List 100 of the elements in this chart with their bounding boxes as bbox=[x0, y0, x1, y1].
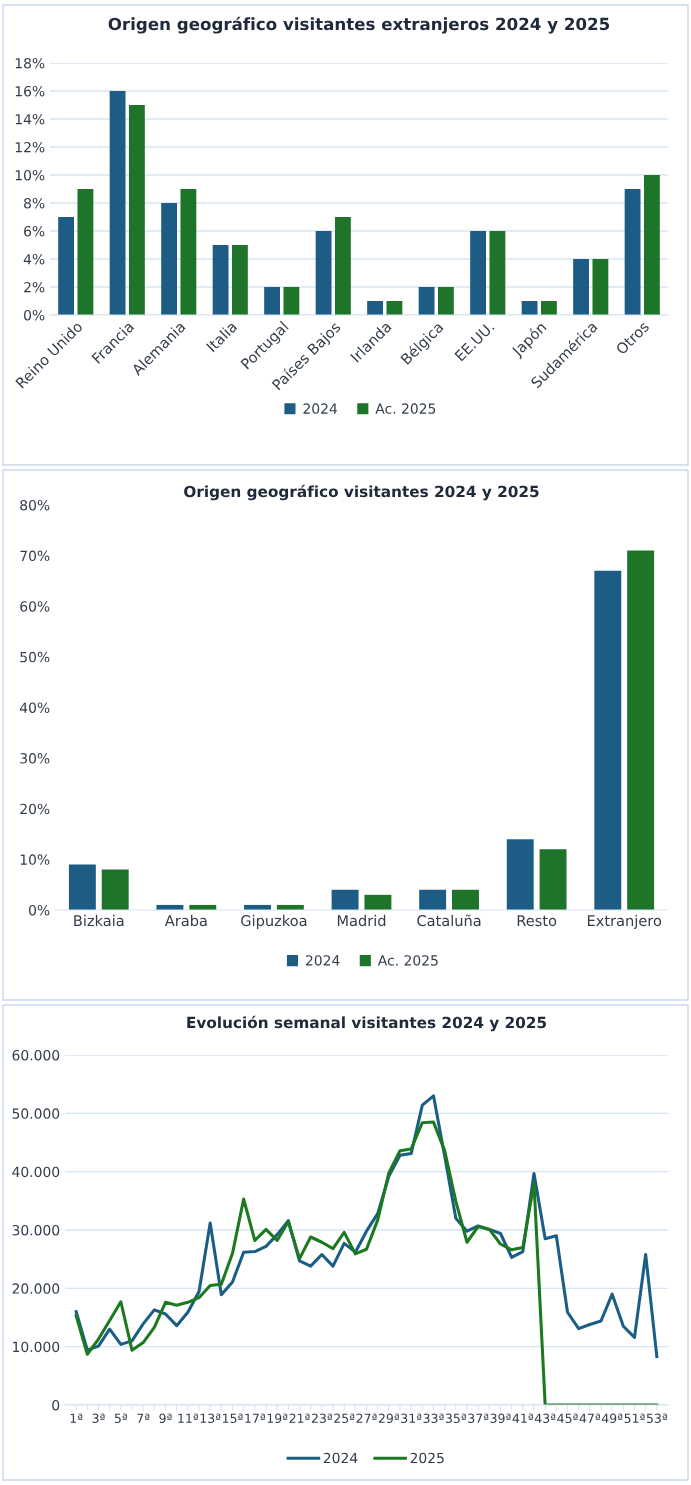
x-tick-label: 39ª bbox=[490, 1413, 511, 1424]
line-series bbox=[74, 1120, 659, 1405]
x-tick-label: 43ª bbox=[534, 1413, 556, 1424]
y-tick-label: 4% bbox=[23, 253, 45, 265]
bar bbox=[331, 889, 359, 910]
x-tick-label: 47ª bbox=[579, 1413, 600, 1423]
x-tick-label: 51ª bbox=[624, 1413, 645, 1424]
bar bbox=[594, 570, 622, 910]
bar bbox=[489, 231, 506, 315]
bar bbox=[58, 217, 75, 315]
bar bbox=[624, 189, 641, 315]
y-tick-label: 30% bbox=[20, 753, 50, 764]
x-tick-label: 27ª bbox=[356, 1413, 377, 1423]
bar bbox=[506, 839, 534, 910]
y-tick-label: 40.000 bbox=[12, 1166, 60, 1178]
bar bbox=[68, 864, 96, 910]
x-tick-label: 9ª bbox=[159, 1413, 172, 1424]
y-tick-label: 70% bbox=[20, 550, 50, 562]
legend-label: Ac. 2025 bbox=[375, 403, 436, 414]
bar bbox=[452, 889, 479, 910]
y-tick-label: 80% bbox=[20, 499, 50, 511]
bar bbox=[627, 550, 655, 910]
legend-label: 2024 bbox=[305, 955, 340, 966]
x-tick-label: 29ª bbox=[378, 1413, 399, 1424]
y-tick-label: 18% bbox=[15, 57, 45, 69]
bar bbox=[418, 287, 435, 315]
bar bbox=[109, 91, 126, 315]
bar bbox=[334, 217, 351, 315]
legend-label: 2025 bbox=[410, 1452, 444, 1464]
x-tick-label: Cataluña bbox=[417, 914, 481, 927]
x-tick-label: 53ª bbox=[646, 1413, 667, 1424]
bar bbox=[470, 231, 487, 315]
legend-label: 2024 bbox=[323, 1452, 358, 1464]
x-tick-label: 3ª bbox=[92, 1413, 105, 1424]
y-tick-label: 0% bbox=[29, 904, 50, 916]
bar bbox=[437, 287, 454, 315]
x-tick-label: 41ª bbox=[512, 1413, 533, 1423]
y-tick-label: 40% bbox=[19, 702, 50, 713]
x-tick-label: 7ª bbox=[137, 1413, 150, 1423]
x-tick-label: 25ª bbox=[334, 1413, 355, 1424]
bar bbox=[386, 301, 403, 315]
x-tick-label: 35ª bbox=[445, 1413, 466, 1424]
x-tick-label: 13ª bbox=[200, 1413, 221, 1424]
chart-title: Evolución semanal visitantes 2024 y 2025 bbox=[187, 1015, 547, 1032]
bar bbox=[161, 203, 178, 315]
x-tick-label: 5ª bbox=[114, 1413, 127, 1424]
y-tick-label: 0 bbox=[52, 1399, 60, 1411]
legend-label: Ac. 2025 bbox=[377, 955, 438, 966]
bar bbox=[212, 245, 229, 315]
bar bbox=[264, 287, 281, 315]
y-tick-label: 2% bbox=[24, 281, 45, 293]
y-tick-label: 14% bbox=[15, 113, 45, 125]
y-tick-label: 50.000 bbox=[12, 1108, 60, 1119]
x-tick-label: 19ª bbox=[267, 1413, 288, 1424]
chart-title: Origen geográfico visitantes 2024 y 2025 bbox=[184, 484, 539, 501]
bar bbox=[419, 889, 447, 910]
bar bbox=[364, 894, 392, 910]
x-tick-label: 37ª bbox=[468, 1413, 489, 1424]
x-tick-label: 31ª bbox=[401, 1413, 422, 1424]
x-tick-label: 1ª bbox=[70, 1413, 83, 1423]
x-tick-label: 21ª bbox=[289, 1413, 310, 1423]
x-tick-label: 33ª bbox=[423, 1413, 444, 1424]
x-tick-label: Gipuzkoa bbox=[241, 914, 307, 929]
x-tick-label: Araba bbox=[164, 914, 207, 927]
bar bbox=[315, 231, 332, 315]
x-tick-label: 11ª bbox=[178, 1413, 198, 1423]
x-tick-label: 17ª bbox=[245, 1413, 265, 1423]
x-tick-label: 15ª bbox=[222, 1413, 243, 1424]
y-tick-label: 10% bbox=[20, 854, 50, 865]
bar bbox=[367, 301, 384, 315]
bar bbox=[592, 259, 609, 315]
bar bbox=[539, 849, 567, 910]
x-tick-label: 23ª bbox=[311, 1413, 332, 1424]
x-tick-label: 49ª bbox=[601, 1413, 623, 1424]
bar bbox=[573, 259, 590, 315]
x-tick-label: Bizkaia bbox=[74, 914, 124, 927]
bar bbox=[521, 301, 538, 315]
y-tick-label: 10% bbox=[15, 169, 45, 181]
y-tick-label: 12% bbox=[15, 141, 45, 153]
y-tick-label: 60% bbox=[20, 601, 50, 612]
y-tick-label: 50% bbox=[20, 651, 50, 663]
y-tick-label: 20.000 bbox=[12, 1283, 60, 1294]
x-tick-label: Madrid bbox=[337, 914, 386, 927]
bar bbox=[231, 245, 248, 315]
y-tick-label: 8% bbox=[24, 197, 45, 209]
chart-title: Origen geográfico visitantes extranjeros 2024 y 2025 bbox=[108, 16, 610, 34]
bar bbox=[101, 869, 129, 910]
legend-label: 2024 bbox=[303, 403, 338, 414]
y-tick-label: 16% bbox=[15, 85, 45, 97]
bar bbox=[283, 287, 300, 315]
y-tick-label: 60.000 bbox=[12, 1049, 60, 1061]
y-tick-label: 30.000 bbox=[12, 1224, 60, 1236]
x-tick-label: Resto bbox=[517, 915, 557, 927]
bar bbox=[77, 189, 94, 315]
x-tick-label: Extranjero bbox=[587, 914, 662, 929]
bar bbox=[540, 301, 557, 315]
bar bbox=[128, 105, 145, 315]
bar bbox=[643, 175, 660, 315]
bar bbox=[180, 189, 197, 315]
y-tick-label: 6% bbox=[24, 225, 45, 237]
